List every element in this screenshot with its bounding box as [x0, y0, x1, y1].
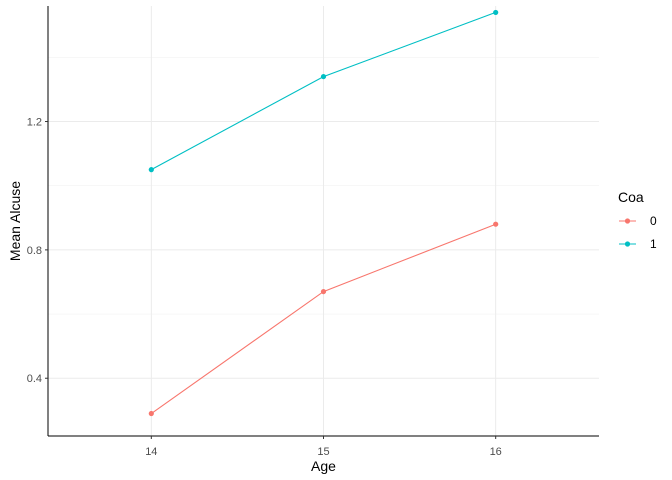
data-point-0	[493, 221, 499, 227]
y-axis-title: Mean Alcuse	[7, 181, 23, 261]
x-axis-title: Age	[311, 458, 336, 474]
x-tick-label: 14	[145, 446, 157, 458]
legend-title: Coa	[618, 189, 644, 205]
y-axis-ticks: 0.4 0.8 1.2	[27, 117, 48, 385]
legend-label: 0	[650, 214, 657, 228]
grid-lines	[48, 6, 599, 436]
y-tick-label: 0.4	[27, 373, 42, 385]
x-tick-label: 16	[490, 446, 502, 458]
data-point-1	[493, 9, 499, 16]
y-tick-label: 1.2	[27, 117, 42, 129]
legend-key-point	[624, 218, 631, 224]
series-group	[148, 9, 499, 417]
data-point-1	[148, 167, 154, 173]
data-point-0	[148, 410, 154, 417]
data-point-0	[320, 288, 327, 295]
legend: Coa 0 1	[618, 189, 657, 251]
x-tick-label: 15	[317, 446, 329, 458]
legend-key-point	[624, 241, 631, 247]
y-tick-label: 0.8	[27, 245, 42, 257]
data-point-1	[320, 73, 327, 80]
legend-label: 1	[650, 237, 657, 251]
x-axis-ticks: 14 15 16	[145, 436, 502, 458]
